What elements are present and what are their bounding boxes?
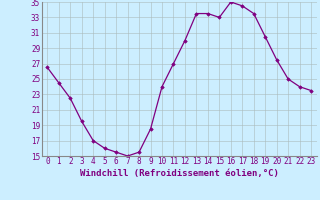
X-axis label: Windchill (Refroidissement éolien,°C): Windchill (Refroidissement éolien,°C) [80,169,279,178]
